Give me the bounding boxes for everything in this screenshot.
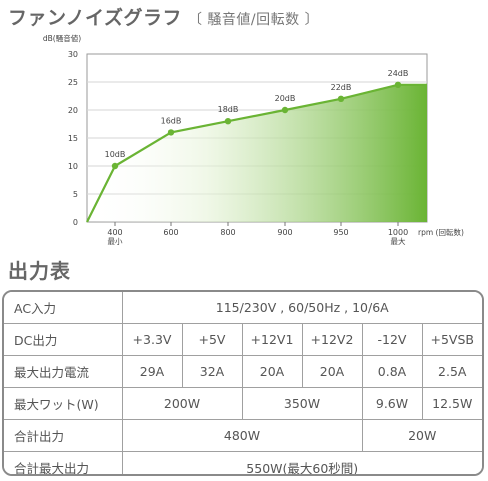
spec-row: 最大ワット(W) 200W 350W 9.6W 12.5W [4,387,482,420]
y-tick-label: 20 [68,106,78,115]
spec-cell: 0.8A [361,355,423,388]
spec-row-label: AC入力 [4,292,123,324]
x-tick-label: 1000 [388,228,408,237]
spec-cell: 550W(最大60秒間) [121,451,482,474]
x-axis-label: rpm (回転数) [418,227,464,237]
data-label: 16dB [161,116,182,125]
spec-row: 合計出力 480W 20W [4,419,482,452]
data-point [224,118,232,125]
data-point [337,95,345,103]
x-tick-label: 600 [163,228,178,237]
spec-cell: 350W [241,387,363,420]
x-tick-label: 400 [107,228,122,237]
spec-cell: 9.6W [361,387,423,420]
spec-cell: +12V2 [301,323,363,356]
x-tick-sublabel: 最大 [391,236,406,246]
y-tick-label: 30 [68,50,78,59]
spec-cell: 29A [121,355,183,388]
x-tick-label: 900 [277,228,292,237]
spec-cell: +3.3V [121,323,183,356]
spec-row-label: DC出力 [4,323,123,356]
spec-row-label: 最大ワット(W) [4,387,123,420]
spec-cell: +5V [181,323,243,356]
spec-row-label: 合計出力 [4,419,123,452]
spec-row: 合計最大出力 550W(最大60秒間) [4,451,482,474]
x-tick-sublabel: 最小 [108,237,123,246]
spec-cell: 20A [301,355,363,388]
spec-row-label: 最大出力電流 [4,355,123,388]
spec-row-label: 合計最大出力 [4,451,123,474]
spec-cell: 200W [121,387,243,420]
x-tick-label: 800 [220,228,235,237]
y-tick-label: 10 [68,162,78,171]
spec-cell: 480W [121,419,363,452]
spec-cell: 12.5W [421,387,482,420]
spec-row: DC出力 +3.3V +5V +12V1 +12V2 -12V +5VSB [4,323,482,356]
spec-row: 最大出力電流 29A 32A 20A 20A 0.8A 2.5A [4,355,482,388]
y-tick-label: 15 [68,134,78,143]
spec-section-title: 出力表 [8,259,71,283]
data-point [111,162,119,170]
spec-row: AC入力 115/230V , 60/50Hz , 10/6A [4,292,482,324]
data-label: 18dB [218,105,239,114]
area-fill [87,84,427,222]
series-line [86,83,427,223]
spec-cell: +5VSB [421,323,482,356]
data-point [394,81,402,88]
chart-title-main: ファンノイズグラフ [8,7,182,29]
y-tick-label: 0 [73,218,78,227]
y-tick-label: 25 [68,78,78,87]
spec-cell: +12V1 [241,323,303,356]
chart-title: ファンノイズグラフ〔 騒音値/回転数 〕 [8,3,319,30]
data-label: 20dB [275,94,296,103]
data-label: 10dB [105,150,126,159]
output-spec-table-frame: AC入力 115/230V , 60/50Hz , 10/6A DC出力 +3.3V +… [2,290,484,476]
x-tick-label: 950 [333,228,348,237]
spec-cell: 20W [361,419,482,452]
data-label: 22dB [331,83,352,92]
spec-cell: -12V [361,323,423,356]
y-tick-label: 5 [73,190,78,199]
data-point [281,106,289,114]
y-axis-label: dB(騒音値) [43,33,81,43]
chart-subtitle: 〔 騒音値/回転数 〕 [187,12,320,28]
spec-cell: 2.5A [421,355,482,388]
spec-cell: 20A [241,355,303,388]
spec-cell: 32A [181,355,243,388]
data-label: 24dB [388,69,409,78]
output-spec-table: AC入力 115/230V , 60/50Hz , 10/6A DC出力 +3.3V +… [4,292,482,474]
spec-cell: 115/230V , 60/50Hz , 10/6A [121,292,482,324]
data-point [167,129,175,136]
